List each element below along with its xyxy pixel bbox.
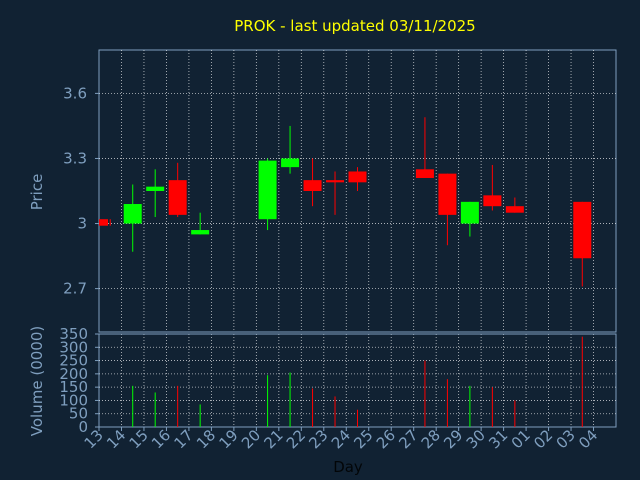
x-tick-label: 04 (575, 426, 601, 452)
volume-tick-label: 100 (59, 391, 88, 409)
candle-body-28 (438, 173, 457, 215)
candle-body-29 (460, 201, 479, 224)
candle-body-21 (281, 158, 300, 168)
volume-tick-label: 0 (78, 418, 88, 436)
volume-tick-label: 200 (59, 365, 88, 383)
candle-body-23 (326, 180, 345, 183)
volume-tick-label: 350 (59, 325, 88, 343)
price-tick-label: 3 (77, 215, 87, 233)
candle-body-27 (415, 169, 434, 178)
candle-body-31 (505, 206, 524, 213)
price-axis-label: Price (28, 174, 46, 211)
volume-tick-label: 150 (59, 378, 88, 396)
x-axis-label: Day (333, 458, 363, 476)
candle-body-17 (191, 230, 210, 235)
candle-body-20 (258, 160, 277, 220)
volume-tick-label: 300 (59, 338, 88, 356)
candle-body-14 (123, 204, 142, 224)
candle-body-16 (168, 180, 187, 215)
candle-body-24 (348, 171, 367, 183)
candle-body-03 (573, 201, 592, 259)
candle-body-13 (99, 219, 108, 226)
price-tick-label: 2.7 (63, 280, 87, 298)
candle-body-30 (483, 195, 502, 207)
volume-tick-label: 50 (69, 405, 88, 423)
price-tick-label: 3.6 (63, 84, 87, 102)
price-tick-label: 3.3 (63, 149, 87, 167)
chart-title: PROK - last updated 03/11/2025 (234, 17, 475, 35)
volume-axis-label: Volume (0000) (28, 326, 46, 436)
candle-body-15 (146, 186, 165, 191)
price-plot-frame (98, 49, 617, 333)
candle-body-22 (303, 180, 322, 191)
volume-tick-label: 250 (59, 352, 88, 370)
price-panel: 2.7 3 3.3 3.6 (63, 49, 617, 333)
